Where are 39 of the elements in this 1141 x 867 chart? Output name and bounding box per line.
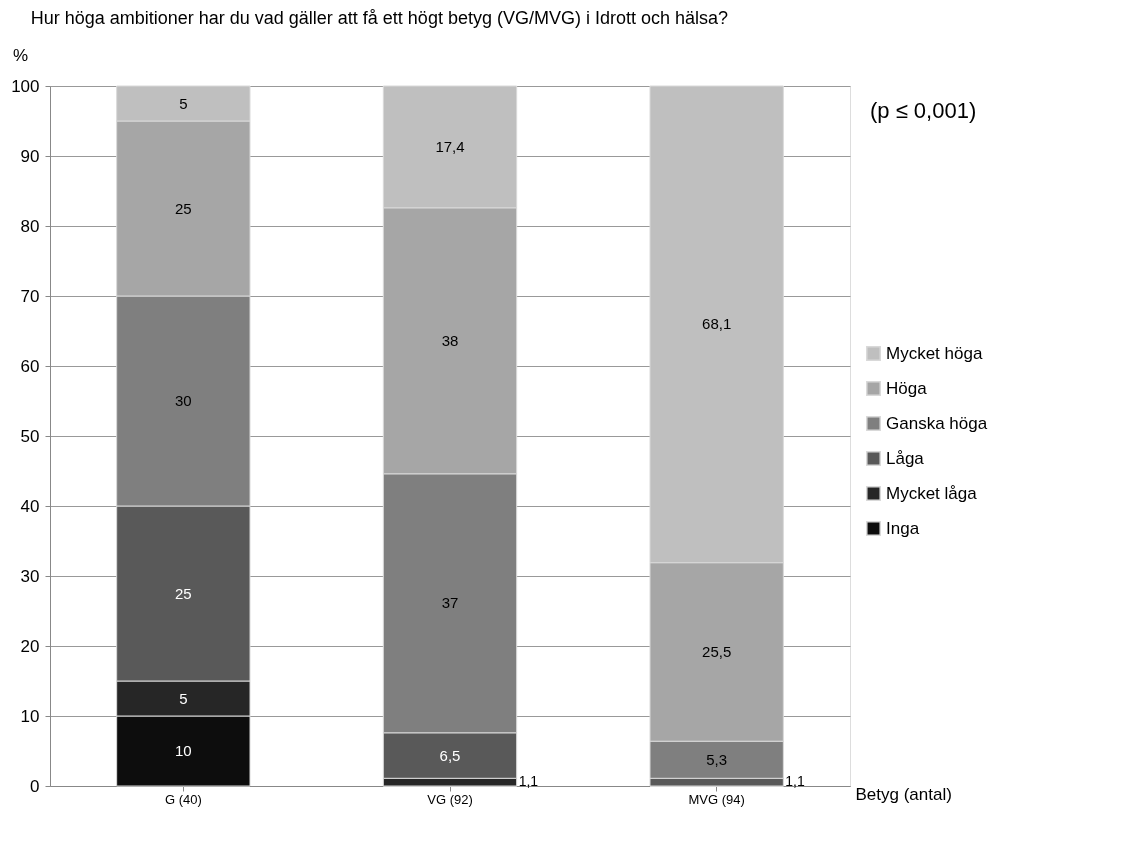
data-label: 68,1	[702, 315, 732, 333]
y-axis-title: %	[12, 45, 29, 65]
y-tick-label: 60	[20, 356, 40, 376]
text: (p ≤ 0,001)	[870, 98, 977, 123]
y-tick-label: 90	[20, 146, 40, 166]
data-label: 6,5	[439, 746, 461, 764]
y-tick-label: 100	[11, 76, 40, 96]
data-label: 38	[441, 331, 459, 349]
data-label: 25	[174, 584, 192, 602]
data-label: 1,1	[518, 773, 539, 790]
legend-label: Ganska höga	[886, 413, 988, 433]
y-tick-label: 40	[20, 496, 40, 516]
y-tick-label: 80	[20, 216, 40, 236]
legend-label: Låga	[886, 448, 925, 468]
legend-label: Inga	[886, 518, 920, 538]
data-label: 5	[179, 94, 188, 112]
y-tick-label: 50	[20, 426, 40, 446]
data-label: 1,1	[785, 773, 806, 790]
chart-title: Hur höga ambitioner har du vad gäller att få ett högt betyg (VG/MVG) i Idrott och hälsa?	[30, 8, 729, 28]
data-label: 30	[174, 392, 192, 409]
x-tick-label: VG (92)	[427, 791, 473, 807]
y-tick-label: 30	[20, 566, 40, 586]
data-label: 37	[441, 594, 459, 612]
y-tick-label: 0	[30, 776, 40, 796]
legend-label: Mycket låga	[886, 483, 978, 503]
data-label: 25,5	[702, 642, 732, 660]
data-label: 10	[174, 742, 192, 759]
data-label: 5,3	[706, 750, 728, 768]
x-tick-label: MVG (94)	[688, 791, 745, 807]
legend-label: Mycket höga	[886, 343, 983, 363]
x-tick-label: G (40)	[164, 791, 202, 807]
data-label: 5	[179, 689, 188, 707]
data-label: 17,4	[435, 137, 465, 155]
data-label: 25	[174, 199, 192, 217]
legend-label: Höga	[886, 378, 928, 398]
y-tick-label: 10	[20, 706, 40, 726]
y-tick-label: 20	[20, 636, 40, 656]
y-tick-label: 70	[20, 286, 40, 306]
x-axis-title: Betyg (antal)	[855, 784, 952, 804]
